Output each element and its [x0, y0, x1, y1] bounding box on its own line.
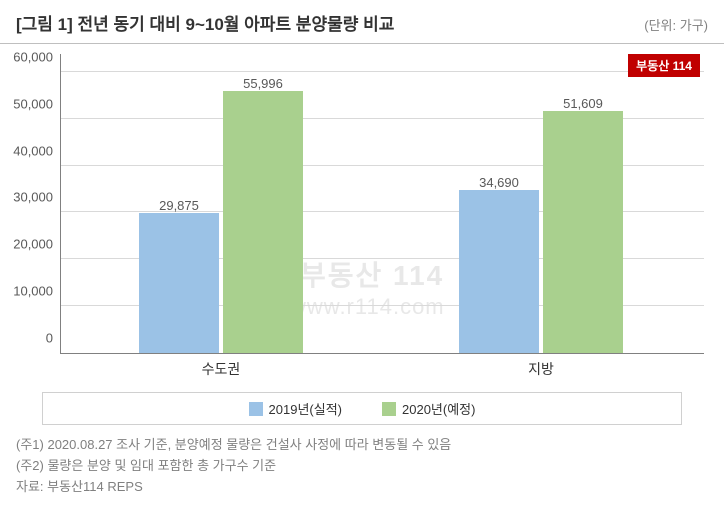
- bar-value-label: 34,690: [459, 175, 539, 190]
- y-tick-label: 60,000: [1, 49, 53, 64]
- legend-swatch: [249, 402, 263, 416]
- bar-value-label: 29,875: [139, 198, 219, 213]
- brand-badge: 부동산 114: [628, 54, 700, 77]
- y-tick-label: 50,000: [1, 96, 53, 111]
- footnote: (주1) 2020.08.27 조사 기준, 분양예정 물량은 건설사 사정에 …: [16, 435, 708, 456]
- bar-value-label: 55,996: [223, 76, 303, 91]
- bar: 51,609: [543, 53, 623, 353]
- x-axis-label: 수도권: [121, 359, 321, 379]
- legend-item: 2019년(실적): [249, 399, 342, 418]
- y-tick-label: 40,000: [1, 143, 53, 158]
- y-tick-label: 30,000: [1, 190, 53, 205]
- legend-item: 2020년(예정): [382, 399, 475, 418]
- bar-cluster: 29,875 55,996: [121, 53, 321, 353]
- chart-header: [그림 1] 전년 동기 대비 9~10월 아파트 분양물량 비교 (단위: 가…: [0, 0, 724, 44]
- legend-label: 2020년(예정): [402, 399, 475, 418]
- legend-label: 2019년(실적): [269, 399, 342, 418]
- bar-fill: [139, 213, 219, 353]
- chart-plot: 수도권 지방 010,00020,00030,00040,00050,00060…: [60, 54, 704, 354]
- legend-swatch: [382, 402, 396, 416]
- bar: 29,875: [139, 53, 219, 353]
- bar: 55,996: [223, 53, 303, 353]
- footnote-source: 자료: 부동산114 REPS: [16, 477, 708, 498]
- y-tick-label: 20,000: [1, 237, 53, 252]
- chart-legend: 2019년(실적) 2020년(예정): [42, 392, 682, 425]
- bar-fill: [459, 190, 539, 353]
- chart-title: [그림 1] 전년 동기 대비 9~10월 아파트 분양물량 비교: [16, 10, 394, 35]
- bar-fill: [223, 91, 303, 353]
- y-tick-label: 0: [1, 331, 53, 346]
- footnote: (주2) 물량은 분양 및 임대 포함한 총 가구수 기준: [16, 456, 708, 477]
- bar: 34,690: [459, 53, 539, 353]
- x-axis-label: 지방: [441, 359, 641, 379]
- plot-area: 부동산 114 부동산 114 www.r114.com 수도권 지방 010,…: [0, 44, 724, 354]
- y-tick-label: 10,000: [1, 284, 53, 299]
- bar-cluster: 34,690 51,609: [441, 53, 641, 353]
- chart-unit: (단위: 가구): [644, 15, 708, 34]
- bar-value-label: 51,609: [543, 96, 623, 111]
- footnotes: (주1) 2020.08.27 조사 기준, 분양예정 물량은 건설사 사정에 …: [0, 425, 724, 497]
- bar-fill: [543, 111, 623, 353]
